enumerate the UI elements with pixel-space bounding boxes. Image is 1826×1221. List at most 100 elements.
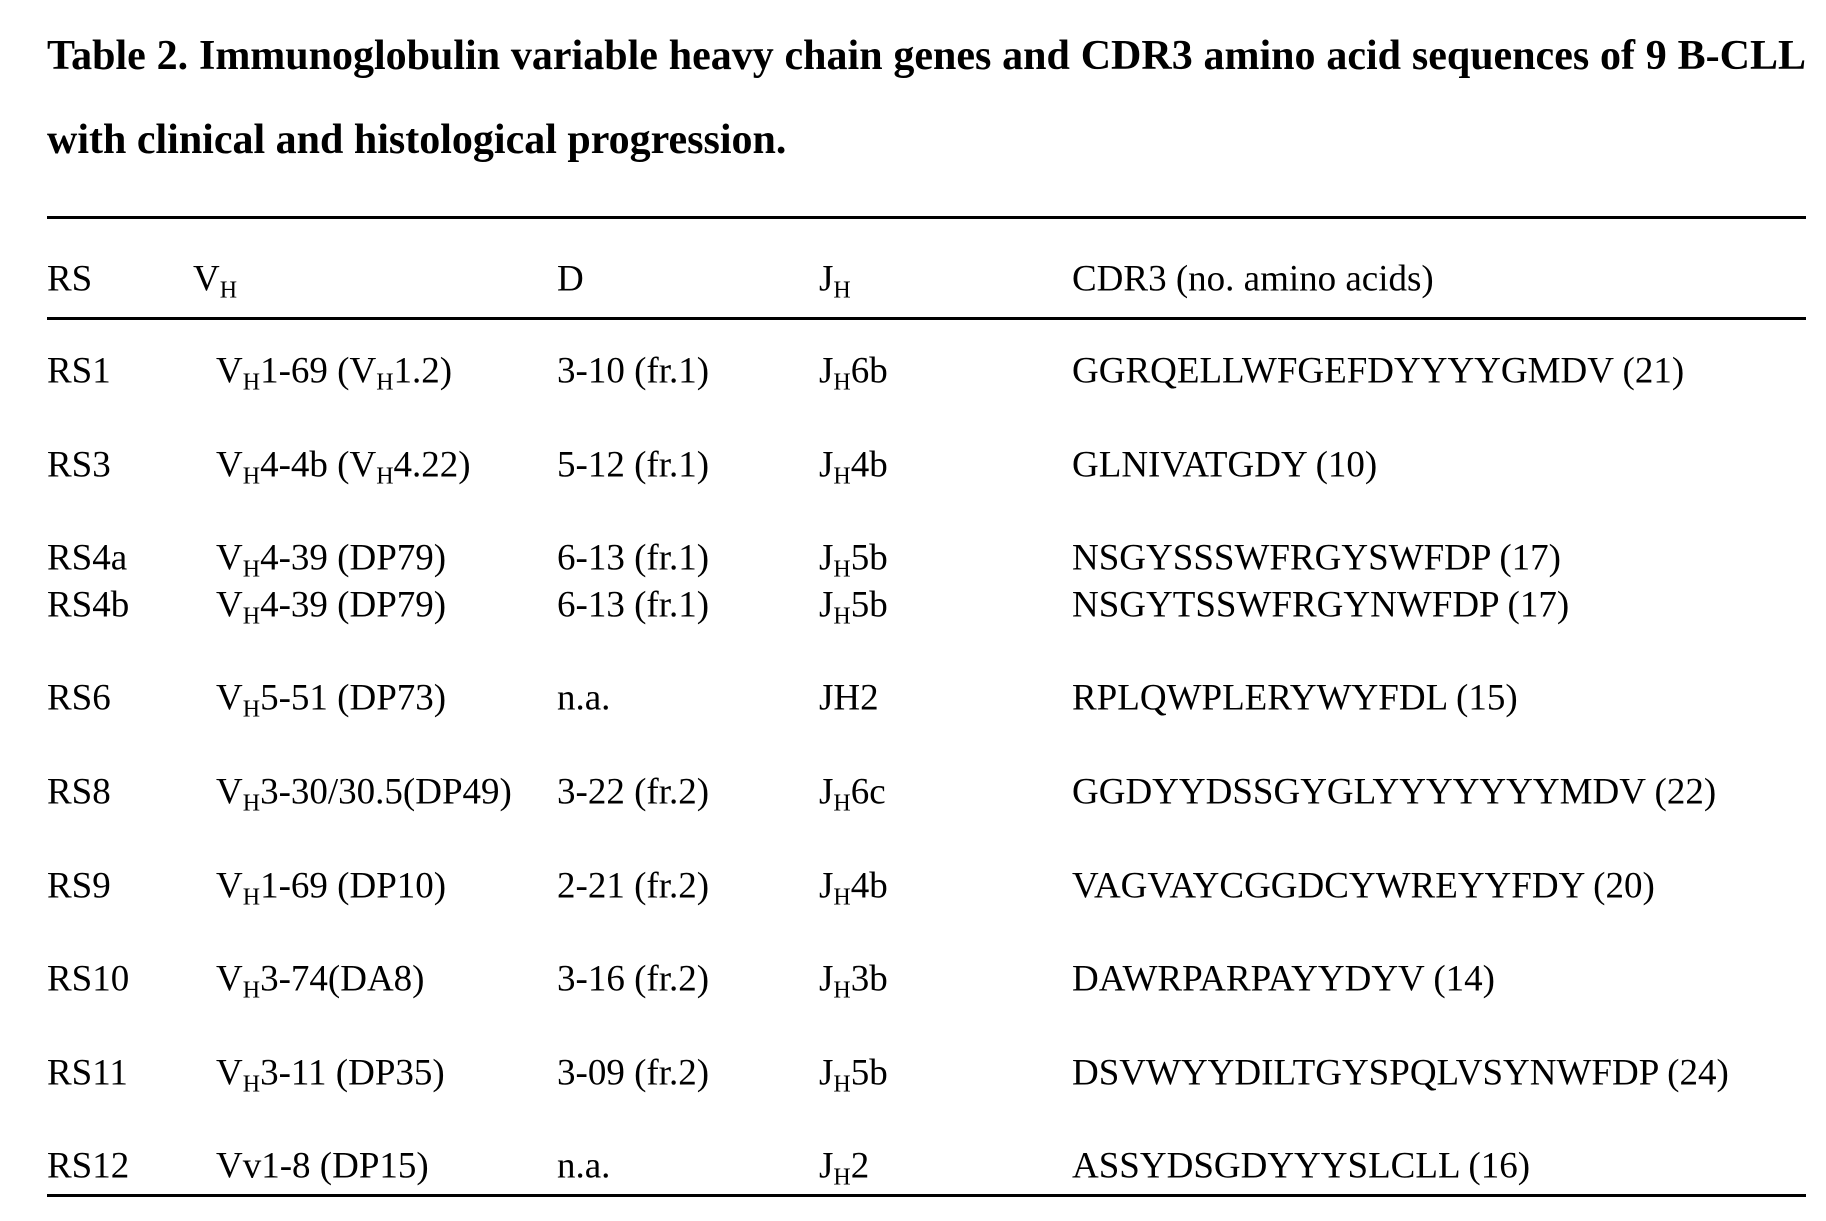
header-cell: RS bbox=[47, 261, 92, 298]
subscript: H bbox=[376, 463, 394, 490]
text: 1-69 (V bbox=[260, 350, 377, 392]
text: 1-69 (DP10) bbox=[260, 865, 447, 907]
text: 4b bbox=[850, 444, 888, 486]
subscript: H bbox=[833, 1164, 851, 1191]
subscript: H bbox=[833, 277, 851, 304]
text: 5b bbox=[850, 537, 888, 579]
table-cell: RS9 bbox=[47, 868, 111, 905]
text: 3-09 (fr.2) bbox=[557, 1052, 710, 1094]
text: DAWRPARPAYYDYV (14) bbox=[1072, 958, 1495, 1000]
table-cell: NSGYSSSWFRGYSWFDP (17) bbox=[1072, 540, 1561, 577]
text: J bbox=[819, 444, 834, 486]
table-cell: RS4a bbox=[47, 540, 127, 577]
text: V bbox=[216, 1052, 243, 1094]
text: 3-30/30.5(DP49) bbox=[260, 771, 512, 813]
table-cell: DAWRPARPAYYDYV (14) bbox=[1072, 961, 1495, 998]
subscript: H bbox=[242, 603, 261, 630]
text: J bbox=[819, 865, 834, 907]
text: JH2 bbox=[819, 677, 879, 719]
text: 3-22 (fr.2) bbox=[557, 771, 710, 813]
subscript: H bbox=[219, 277, 238, 304]
text: J bbox=[819, 258, 834, 300]
text: V bbox=[216, 537, 243, 579]
text: V bbox=[216, 771, 243, 813]
subscript: H bbox=[242, 556, 261, 583]
table-cell: ASSYDSGDYYYSLCLL (16) bbox=[1072, 1148, 1530, 1185]
table-cell: JH5b bbox=[819, 1052, 888, 1097]
table-cell: JH5b bbox=[819, 584, 888, 629]
table-title: Table 2. Immunoglobulin variable heavy c… bbox=[47, 33, 1806, 163]
table-cell: JH2 bbox=[819, 680, 879, 717]
table-cell: RS6 bbox=[47, 680, 111, 717]
text: 3-74(DA8) bbox=[260, 958, 425, 1000]
table-cell: GGRQELLWFGEFDYYYYGMDV (21) bbox=[1072, 353, 1684, 390]
table-cell: RS10 bbox=[47, 961, 129, 998]
text: J bbox=[819, 537, 834, 579]
text: CDR3 (no. amino acids) bbox=[1072, 258, 1434, 300]
text: n.a. bbox=[557, 1145, 611, 1187]
text: 4b bbox=[850, 865, 888, 907]
table-cell: VH4-39 (DP79) bbox=[216, 537, 447, 582]
table-cell: VH3-30/30.5(DP49) bbox=[216, 771, 512, 816]
text: 3-16 (fr.2) bbox=[557, 958, 710, 1000]
text: RS8 bbox=[47, 771, 111, 813]
text: 4-39 (DP79) bbox=[260, 537, 447, 579]
text: 5b bbox=[850, 584, 888, 626]
subscript: H bbox=[833, 556, 851, 583]
text: GGRQELLWFGEFDYYYYGMDV (21) bbox=[1072, 350, 1685, 392]
text: DSVWYYDILTGYSPQLVSYNWFDP (24) bbox=[1072, 1052, 1729, 1094]
text: RS12 bbox=[47, 1145, 130, 1187]
text: GLNIVATGDY (10) bbox=[1072, 444, 1378, 486]
text: RS9 bbox=[47, 865, 111, 907]
text: 5-12 (fr.1) bbox=[557, 444, 710, 486]
table-cell: 3-09 (fr.2) bbox=[557, 1055, 709, 1092]
subscript: H bbox=[833, 369, 851, 396]
text: RS10 bbox=[47, 958, 130, 1000]
table-cell: n.a. bbox=[557, 1148, 610, 1185]
text: D bbox=[557, 258, 584, 300]
table-cell: JH6c bbox=[819, 771, 886, 816]
text: 4.22) bbox=[393, 444, 471, 486]
text: 4-39 (DP79) bbox=[260, 584, 447, 626]
table-cell: VH5-51 (DP73) bbox=[216, 680, 446, 722]
table-cell: RS11 bbox=[47, 1055, 128, 1092]
text: J bbox=[819, 584, 834, 626]
text: 3-10 (fr.1) bbox=[557, 350, 710, 392]
subscript: H bbox=[376, 369, 394, 396]
text: 1.2) bbox=[393, 350, 453, 392]
text: RS11 bbox=[47, 1052, 128, 1094]
text: 2-21 (fr.2) bbox=[557, 865, 710, 907]
table-cell: DSVWYYDILTGYSPQLVSYNWFDP (24) bbox=[1072, 1055, 1729, 1092]
table-cell: RS1 bbox=[47, 353, 111, 390]
text: V bbox=[216, 865, 243, 907]
subscript: H bbox=[242, 790, 261, 817]
subscript: H bbox=[242, 1071, 261, 1098]
text: RS1 bbox=[47, 350, 111, 392]
table-cell: VH3-74(DA8) bbox=[216, 958, 425, 1003]
text: V bbox=[193, 258, 220, 300]
table-cell: 2-21 (fr.2) bbox=[557, 868, 709, 905]
bottom-rule bbox=[47, 1194, 1806, 1197]
text: NSGYTSSWFRGYNWFDP (17) bbox=[1072, 584, 1570, 626]
table-cell: RPLQWPLERYWYFDL (15) bbox=[1072, 680, 1518, 717]
table-cell: Vv1-8 (DP15) bbox=[216, 1148, 429, 1185]
table-cell: JH6b bbox=[819, 350, 888, 395]
text: 6b bbox=[850, 350, 888, 392]
header-rule bbox=[47, 317, 1806, 320]
table-cell: GGDYYDSSGYGLYYYYYYYMDV (22) bbox=[1072, 774, 1716, 811]
text: 3b bbox=[850, 958, 888, 1000]
text: n.a. bbox=[557, 677, 611, 719]
text: 5b bbox=[850, 1052, 888, 1094]
subscript: H bbox=[833, 977, 851, 1004]
subscript: H bbox=[242, 696, 261, 723]
table-cell: JH2 bbox=[819, 1148, 869, 1190]
table-cell: VH1-69 (DP10) bbox=[216, 865, 447, 910]
subscript: H bbox=[242, 369, 261, 396]
top-rule bbox=[47, 216, 1806, 219]
table-cell: 6-13 (fr.1) bbox=[557, 540, 709, 577]
header-cell: CDR3 (no. amino acids) bbox=[1072, 261, 1434, 298]
table-cell: 6-13 (fr.1) bbox=[557, 587, 709, 624]
text: 4-4b (V bbox=[260, 444, 377, 486]
text: J bbox=[819, 771, 834, 813]
table-cell: 3-22 (fr.2) bbox=[557, 774, 709, 811]
